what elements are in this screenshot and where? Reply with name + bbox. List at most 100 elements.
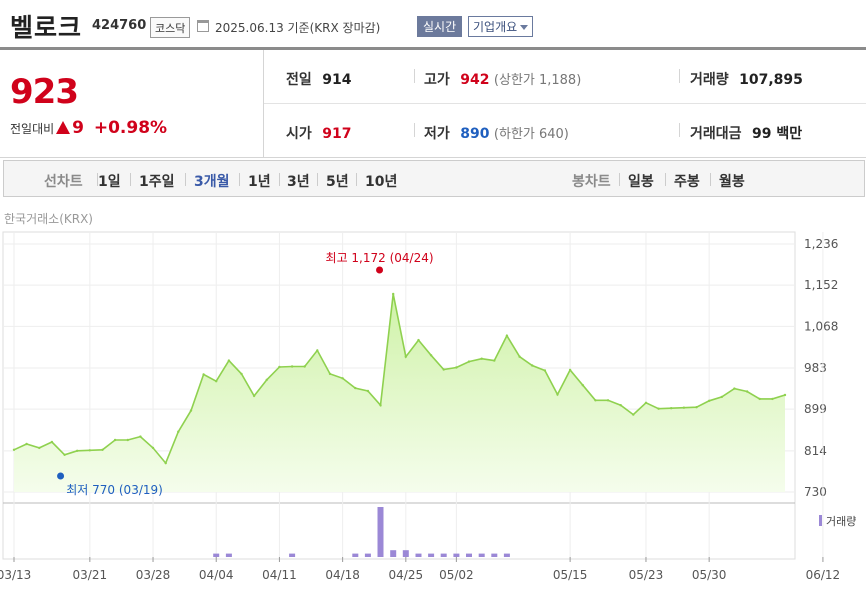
data-point — [429, 354, 433, 357]
volume-bar — [364, 553, 371, 557]
period-10y[interactable]: 10년 — [365, 174, 398, 190]
data-point — [202, 373, 205, 376]
x-tick-label: 04/11 — [262, 568, 297, 582]
volume-bar — [478, 553, 485, 557]
prev-close-label: 전일 — [286, 72, 312, 88]
divider — [130, 173, 131, 186]
data-point — [392, 292, 395, 296]
data-point — [670, 407, 673, 410]
chart-toolbar: 선차트 1일 1주일 3개월 1년 3년 5년 10년 봉차트 일봉 주봉 월봉 — [3, 160, 865, 197]
data-point — [63, 453, 66, 456]
volume-legend-swatch — [819, 515, 822, 526]
divider — [414, 123, 415, 137]
x-tick-label: 05/02 — [439, 568, 474, 582]
data-point — [708, 399, 711, 402]
data-point — [290, 365, 294, 368]
upper-limit: (상한가 1,188) — [493, 73, 582, 88]
low-marker — [57, 472, 65, 480]
volume-bar — [390, 550, 397, 557]
data-point — [126, 438, 129, 442]
trade-value-label: 거래대금 — [690, 126, 742, 142]
chevron-down-icon — [520, 25, 529, 30]
data-point — [594, 399, 597, 402]
data-point — [606, 399, 610, 402]
low-label: 저가 — [424, 126, 450, 142]
period-3m[interactable]: 3개월 — [194, 174, 230, 190]
company-info-dropdown[interactable]: 기업개요 — [468, 16, 534, 37]
x-tick-label: 04/04 — [199, 568, 234, 582]
current-price: 923 — [10, 72, 79, 112]
divider — [414, 69, 415, 83]
data-point — [531, 364, 534, 367]
data-point — [366, 389, 370, 393]
period-1w[interactable]: 1주일 — [139, 174, 175, 190]
data-point — [657, 407, 660, 410]
current-price-box: 923 전일대비 9 +0.98% — [0, 50, 264, 158]
volume-bar — [213, 553, 220, 557]
high-annotation: 최고 1,172 (04/24) — [326, 251, 434, 265]
period-1y[interactable]: 1년 — [248, 174, 271, 190]
low-value: 890 — [460, 126, 490, 142]
data-point — [76, 449, 79, 452]
calendar-icon — [197, 20, 209, 32]
prev-close-value: 914 — [322, 72, 352, 88]
candle-daily[interactable]: 일봉 — [628, 174, 654, 190]
divider — [679, 123, 680, 137]
stock-code: 424760 — [92, 18, 147, 33]
data-point — [101, 448, 104, 451]
data-point — [632, 413, 635, 416]
summary-row-2: 시가 917 저가 890 (하한가 640) 거래대금 99 백만 — [264, 104, 866, 158]
open-label: 시가 — [286, 126, 312, 142]
volume-bar — [352, 553, 359, 557]
y-tick-label: 1,236 — [804, 237, 838, 251]
data-point — [543, 369, 547, 372]
divider — [665, 173, 666, 186]
change-percent: +0.98% — [93, 118, 168, 138]
y-tick-label: 814 — [804, 444, 827, 458]
data-point — [480, 357, 483, 360]
change-label: 전일대비 — [10, 122, 55, 136]
data-point — [467, 360, 471, 363]
trade-value: 99 백만 — [751, 126, 803, 142]
volume-bar — [491, 553, 498, 557]
data-point — [50, 440, 54, 444]
volume-bar — [428, 553, 435, 557]
data-point — [227, 359, 231, 362]
price-summary: 923 전일대비 9 +0.98% 전일 914 고가 942 (상한가 1,18… — [0, 50, 866, 158]
price-change: 전일대비 9 +0.98% — [10, 118, 167, 138]
data-point — [215, 380, 218, 383]
period-5y[interactable]: 5년 — [326, 174, 349, 190]
base-date: 2025.06.13 기준(KRX 장마감) — [215, 21, 381, 35]
data-point — [682, 406, 686, 409]
change-amount: 9 — [72, 118, 85, 138]
data-point — [354, 386, 357, 390]
data-point — [417, 338, 420, 342]
x-tick-label: 05/15 — [553, 568, 588, 582]
data-point — [303, 365, 306, 368]
data-point — [88, 449, 92, 452]
data-point — [139, 435, 142, 438]
company-info-label: 기업개요 — [473, 20, 518, 34]
volume-bar — [440, 553, 447, 557]
data-source: 한국거래소(KRX) — [4, 212, 93, 226]
y-tick-label: 730 — [804, 485, 827, 499]
candle-monthly[interactable]: 월봉 — [719, 174, 745, 190]
x-tick-label: 06/12 — [806, 568, 841, 582]
candle-chart-label: 봉차트 — [572, 174, 611, 190]
realtime-button[interactable]: 실시간 — [417, 16, 463, 37]
volume-bar — [503, 553, 510, 557]
up-triangle-icon — [56, 121, 71, 134]
volume-bar — [377, 507, 384, 557]
data-point — [505, 334, 509, 337]
data-point — [151, 446, 155, 450]
data-point — [25, 442, 28, 446]
open-value: 917 — [322, 126, 352, 142]
volume-legend: 거래량 — [826, 515, 856, 528]
period-3y[interactable]: 3년 — [287, 174, 310, 190]
candle-weekly[interactable]: 주봉 — [674, 174, 700, 190]
divider — [679, 69, 680, 83]
x-tick-label: 04/18 — [325, 568, 360, 582]
data-point — [644, 401, 648, 404]
data-point — [379, 404, 382, 407]
period-1d[interactable]: 1일 — [98, 174, 121, 190]
